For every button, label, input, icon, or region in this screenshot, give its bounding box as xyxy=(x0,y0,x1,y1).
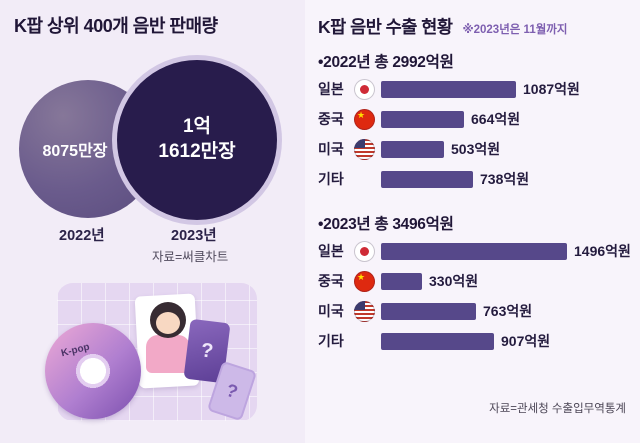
bar-value: 330억원 xyxy=(429,273,479,289)
row-label: 미국 xyxy=(318,141,344,157)
bar-row-2023-china: 중국 330억원 xyxy=(318,270,640,292)
usa-flag-icon xyxy=(354,300,375,322)
china-flag-icon xyxy=(354,270,375,292)
bar-value: 907억원 xyxy=(501,333,551,349)
album-sales-title: K팝 상위 400개 음반 판매량 xyxy=(14,16,218,36)
bar-row-2022-etc: 기타 738억원 xyxy=(318,168,640,190)
section-header-2022: •2022년 총 2992억원 xyxy=(318,54,454,71)
bar-2023-usa xyxy=(381,302,476,320)
person-body xyxy=(146,335,190,373)
person-face xyxy=(156,312,180,334)
venn-year-2023: 2023년 xyxy=(171,228,217,244)
section-header-2023: •2023년 총 3496억원 xyxy=(318,216,454,233)
export-title: K팝 음반 수출 현황 xyxy=(318,17,453,37)
bar-value: 763억원 xyxy=(483,303,533,319)
china-flag-icon xyxy=(354,108,375,130)
venn-year-2022: 2022년 xyxy=(59,228,105,244)
bar-2023-etc xyxy=(381,332,494,350)
cd-label: K-pop xyxy=(60,341,91,360)
row-label: 일본 xyxy=(318,243,344,259)
bar-row-2022-china: 중국 664억원 xyxy=(318,108,640,130)
bar-2022-china xyxy=(381,110,464,128)
export-source: 자료=관세청 수출입무역통계 xyxy=(489,403,626,415)
right-panel-background xyxy=(305,0,640,443)
row-label: 미국 xyxy=(318,303,344,319)
bar-2022-etc xyxy=(381,170,473,188)
bar-row-2022-usa: 미국 503억원 xyxy=(318,138,640,160)
export-note: ※2023년은 11월까지 xyxy=(462,24,568,36)
export-bar-chart: •2022년 총 2992억원 일본 1087억원 중국 664억원 미국 50… xyxy=(318,50,640,360)
bar-row-2023-japan: 일본 1496억원 xyxy=(318,240,640,262)
venn-chart: 8075만장 1억 1612만장 2022년 2023년 xyxy=(15,58,305,258)
bar-value: 1496억원 xyxy=(574,243,631,259)
export-section-2023: •2023년 총 3496억원 일본 1496억원 중국 330억원 미국 76… xyxy=(318,212,640,352)
venn-2023-value-line1: 1억 xyxy=(182,116,212,138)
bar-2022-usa xyxy=(381,140,444,158)
row-label: 중국 xyxy=(318,273,344,289)
usa-flag-icon xyxy=(354,138,375,160)
bar-2023-china xyxy=(381,272,422,290)
bar-2023-japan xyxy=(381,242,567,260)
row-label: 일본 xyxy=(318,81,344,97)
cd-icon: K-pop xyxy=(45,323,141,419)
venn-circle-2023: 1억 1612만장 xyxy=(117,60,277,220)
export-section-2022: •2022년 총 2992억원 일본 1087억원 중국 664억원 미국 50… xyxy=(318,50,640,190)
venn-2022-value: 8075만장 xyxy=(42,143,108,160)
album-sales-source: 자료=써클차트 xyxy=(152,250,229,264)
bar-value: 503억원 xyxy=(451,141,501,157)
row-label: 중국 xyxy=(318,111,344,127)
japan-flag-icon xyxy=(354,78,375,100)
bar-2022-japan xyxy=(381,80,516,98)
bar-value: 738억원 xyxy=(480,171,530,187)
bar-row-2023-usa: 미국 763억원 xyxy=(318,300,640,322)
row-label: 기타 xyxy=(318,171,344,187)
bar-value: 664억원 xyxy=(471,111,521,127)
venn-2023-value-line2: 1612만장 xyxy=(158,141,236,162)
bar-row-2022-japan: 일본 1087억원 xyxy=(318,78,640,100)
bar-row-2023-etc: 기타 907억원 xyxy=(318,330,640,352)
kpop-illustration: K-pop ? ? xyxy=(45,283,258,422)
japan-flag-icon xyxy=(354,240,375,262)
export-header: K팝 음반 수출 현황 ※2023년은 11월까지 xyxy=(318,14,567,39)
bar-value: 1087억원 xyxy=(523,81,580,97)
row-label: 기타 xyxy=(318,333,344,349)
